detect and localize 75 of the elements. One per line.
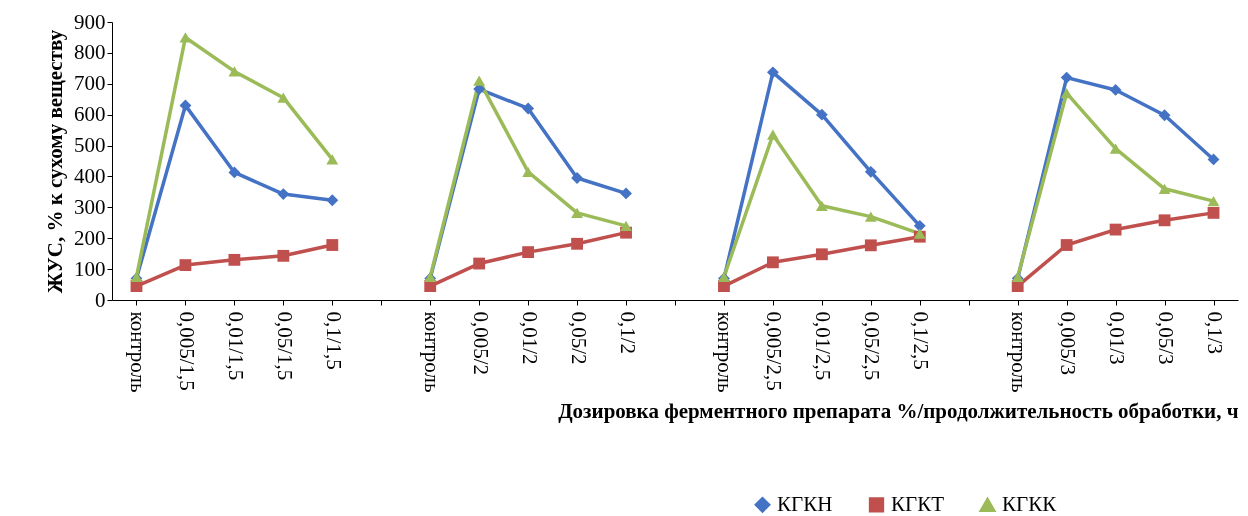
point xyxy=(326,154,339,165)
point xyxy=(1158,109,1171,122)
point xyxy=(1060,87,1073,99)
point xyxy=(1109,84,1122,96)
x-tick-label: 0,005/2 xyxy=(468,311,493,376)
x-tick-label: 0,005/3 xyxy=(1056,311,1081,376)
point xyxy=(228,66,241,77)
x-tick-label: 0,1/3 xyxy=(1203,311,1228,355)
point xyxy=(864,239,877,252)
x-tick-label: 0,05/3 xyxy=(1154,311,1179,365)
y-axis-title: ЖУС, % к сухому веществу xyxy=(43,29,67,294)
y-tick-label: 800 xyxy=(74,40,106,65)
x-tick-label: 0,01/2,5 xyxy=(811,311,836,381)
y-tick-label: 300 xyxy=(74,194,106,219)
point xyxy=(473,257,486,270)
x-tick-label: контроль xyxy=(1007,311,1032,393)
x-tick-label: 0,1/2,5 xyxy=(909,311,934,370)
point xyxy=(620,220,632,231)
point xyxy=(571,237,583,250)
point xyxy=(864,211,877,222)
x-tick-label: 0,05/2,5 xyxy=(860,311,885,381)
point xyxy=(913,219,926,232)
legend-label: КГКК xyxy=(1002,492,1058,516)
x-tick-label: 0,005/2,5 xyxy=(762,311,787,391)
point xyxy=(277,249,290,262)
y-tick-label: 900 xyxy=(74,9,106,34)
point xyxy=(1060,71,1073,84)
point xyxy=(815,108,828,121)
point xyxy=(767,66,779,79)
point xyxy=(1207,206,1220,219)
x-tick-label: 0,01/3 xyxy=(1105,311,1130,365)
x-tick-label: 0,01/2 xyxy=(517,311,542,365)
x-tick-label: 0,1/2 xyxy=(615,311,640,355)
y-tick-label: 400 xyxy=(74,163,106,188)
y-tick-label: 600 xyxy=(74,102,106,127)
point xyxy=(1207,196,1220,207)
point xyxy=(864,165,877,178)
point xyxy=(179,99,192,112)
y-tick-label: 0 xyxy=(95,287,106,312)
point xyxy=(228,253,241,266)
x-tick-label: 0,005/1,5 xyxy=(174,311,199,391)
point xyxy=(1109,223,1122,236)
point xyxy=(815,200,828,211)
point xyxy=(571,172,583,184)
point xyxy=(228,166,241,179)
point xyxy=(1158,214,1171,227)
y-tick-label: 700 xyxy=(74,71,106,96)
legend-label: КГКТ xyxy=(891,491,945,516)
x-tick-label: 0,01/1,5 xyxy=(223,311,248,381)
point xyxy=(913,228,926,239)
point xyxy=(522,102,535,115)
y-tick-label: 100 xyxy=(74,256,106,281)
point xyxy=(277,92,290,103)
x-axis-title: Дозировка ферментного препарата %/продолжительность обработки, ч xyxy=(558,398,1239,423)
legend-label: КГКН xyxy=(777,491,833,516)
point xyxy=(326,194,339,207)
point xyxy=(1060,239,1073,251)
point xyxy=(326,239,339,251)
y-tick-label: 500 xyxy=(74,133,106,158)
point xyxy=(1158,183,1171,194)
point xyxy=(179,259,192,272)
point xyxy=(473,75,486,86)
y-tick-label: 200 xyxy=(74,225,106,250)
x-tick-label: контроль xyxy=(125,311,150,393)
point xyxy=(767,256,779,269)
point xyxy=(815,248,828,261)
x-tick-label: контроль xyxy=(419,311,444,393)
x-tick-label: 0,05/1,5 xyxy=(272,311,297,381)
point xyxy=(767,129,779,140)
point xyxy=(571,207,583,219)
point xyxy=(620,187,632,200)
point xyxy=(522,246,535,259)
x-tick-label: 0,1/1,5 xyxy=(321,311,346,370)
x-tick-label: контроль xyxy=(713,311,738,393)
x-tick-label: 0,05/2 xyxy=(566,311,591,365)
